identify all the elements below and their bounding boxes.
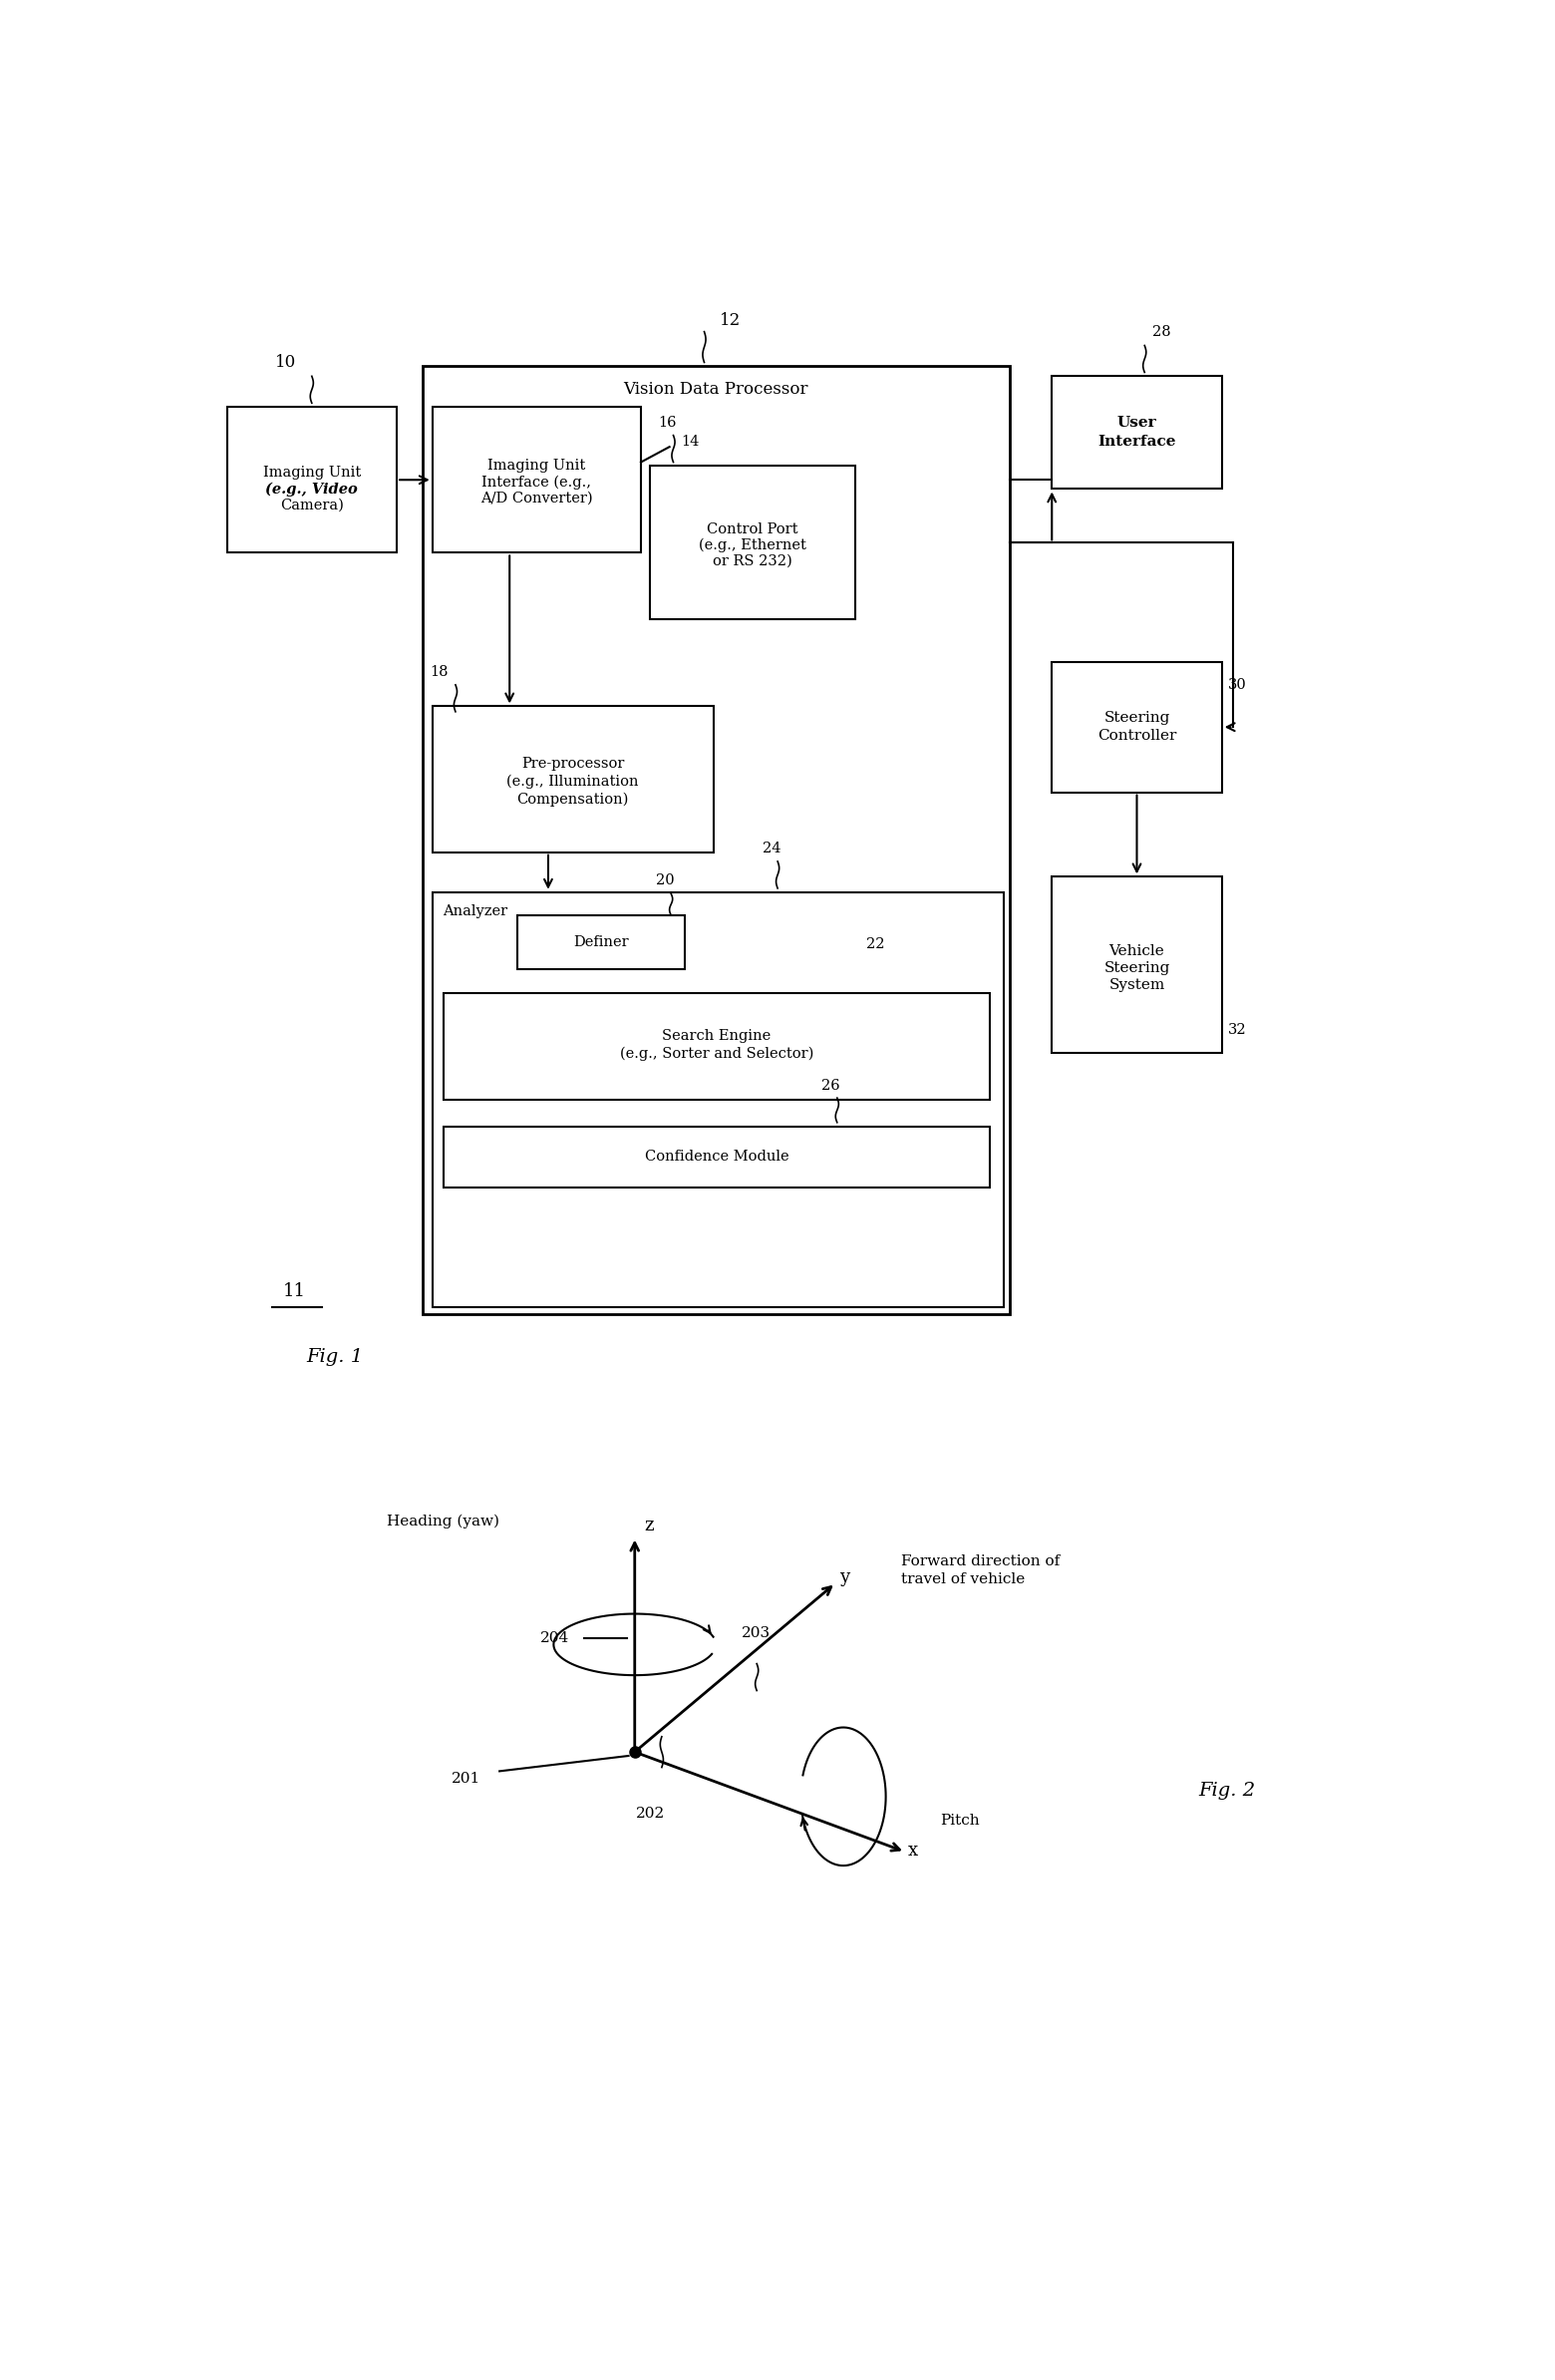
Text: (e.g., Illumination: (e.g., Illumination — [507, 774, 639, 788]
Text: 30: 30 — [1228, 678, 1247, 693]
Text: (e.g., Sorter and Selector): (e.g., Sorter and Selector) — [620, 1047, 813, 1061]
Text: 203: 203 — [742, 1626, 770, 1640]
Text: Pitch: Pitch — [939, 1814, 980, 1828]
Bar — [423, 367, 1009, 1314]
Text: Vision Data Processor: Vision Data Processor — [624, 381, 809, 397]
Text: System: System — [1109, 978, 1165, 992]
Bar — [443, 992, 991, 1100]
Bar — [432, 707, 714, 852]
Text: z: z — [644, 1516, 653, 1535]
Text: (e.g., Video: (e.g., Video — [266, 481, 358, 495]
Text: 26: 26 — [821, 1078, 840, 1092]
Text: Interface: Interface — [1098, 436, 1176, 447]
Text: Heading (yaw): Heading (yaw) — [387, 1514, 499, 1528]
Text: Fig. 1: Fig. 1 — [306, 1347, 364, 1366]
Text: Pre-processor: Pre-processor — [521, 757, 625, 771]
Bar — [1051, 876, 1222, 1054]
Text: 204: 204 — [540, 1630, 569, 1645]
Text: Steering: Steering — [1104, 962, 1169, 976]
Text: Definer: Definer — [572, 935, 628, 950]
Text: Interface (e.g.,: Interface (e.g., — [482, 476, 591, 490]
Text: 32: 32 — [1228, 1023, 1247, 1038]
Text: Analyzer: Analyzer — [442, 904, 507, 919]
Text: y: y — [840, 1568, 851, 1585]
Text: Confidence Module: Confidence Module — [644, 1150, 788, 1164]
Bar — [227, 407, 397, 552]
Text: 10: 10 — [275, 355, 297, 371]
Text: 20: 20 — [656, 873, 675, 888]
Text: Search Engine: Search Engine — [662, 1028, 771, 1042]
Text: 12: 12 — [720, 312, 740, 328]
Text: Steering: Steering — [1104, 712, 1169, 726]
Text: User: User — [1116, 416, 1157, 431]
Bar — [443, 1126, 991, 1188]
Text: Imaging Unit: Imaging Unit — [263, 464, 361, 478]
Text: 201: 201 — [451, 1771, 480, 1785]
Text: 18: 18 — [431, 664, 448, 678]
Text: Camera): Camera) — [280, 497, 344, 512]
Text: 202: 202 — [636, 1806, 664, 1821]
Text: 28: 28 — [1152, 324, 1171, 338]
Text: A/D Converter): A/D Converter) — [480, 490, 592, 505]
Text: Vehicle: Vehicle — [1109, 945, 1165, 959]
Text: 11: 11 — [283, 1283, 306, 1299]
Bar — [650, 466, 855, 619]
Text: 24: 24 — [762, 843, 781, 854]
Text: 22: 22 — [866, 938, 885, 952]
Bar — [432, 407, 641, 552]
Text: Control Port: Control Port — [706, 521, 798, 536]
Bar — [1051, 662, 1222, 793]
Text: 14: 14 — [681, 436, 700, 447]
Text: x: x — [908, 1842, 917, 1859]
Text: or RS 232): or RS 232) — [712, 555, 791, 569]
Bar — [432, 892, 1005, 1307]
Bar — [1051, 376, 1222, 488]
Text: Forward direction of: Forward direction of — [902, 1554, 1061, 1568]
Text: Controller: Controller — [1098, 728, 1177, 743]
Bar — [518, 916, 684, 969]
Text: 16: 16 — [658, 414, 676, 428]
Text: Fig. 2: Fig. 2 — [1199, 1780, 1255, 1799]
Text: (e.g., Ethernet: (e.g., Ethernet — [698, 538, 805, 552]
Text: travel of vehicle: travel of vehicle — [902, 1573, 1025, 1585]
Text: Compensation): Compensation) — [516, 793, 628, 807]
Text: Imaging Unit: Imaging Unit — [488, 459, 586, 474]
